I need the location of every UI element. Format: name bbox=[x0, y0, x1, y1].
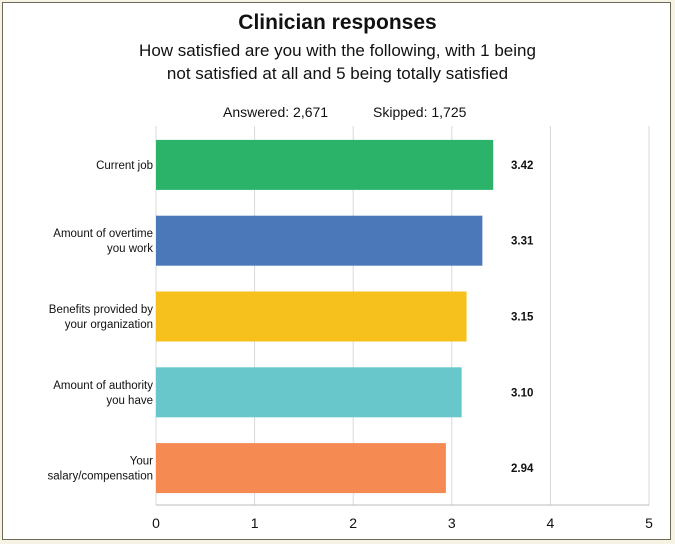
bar-chart: 0 1 2 3 4 5 Current job 3.42 Amount of overtime y… bbox=[48, 126, 653, 531]
bar-1 bbox=[156, 215, 483, 266]
value-label-1: 3.31 bbox=[511, 236, 534, 248]
x-tick-label-0: 0 bbox=[152, 515, 160, 531]
bar-3 bbox=[156, 367, 462, 418]
value-label-2: 3.15 bbox=[511, 312, 534, 324]
category-label-3-0: Amount of authority bbox=[53, 380, 153, 392]
bar-0 bbox=[156, 139, 494, 190]
skipped-count: Skipped: 1,725 bbox=[373, 104, 467, 120]
chart-subtitle-line-2: not satisfied at all and 5 being totally… bbox=[166, 64, 509, 83]
bar-4 bbox=[156, 443, 446, 494]
value-label-3: 3.10 bbox=[511, 387, 533, 399]
x-tick-label-1: 1 bbox=[251, 515, 259, 531]
category-label-3-1: you have bbox=[106, 395, 153, 407]
category-label-2-0: Benefits provided by bbox=[49, 304, 153, 316]
x-tick-label-4: 4 bbox=[547, 515, 555, 531]
x-tick-label-5: 5 bbox=[645, 515, 653, 531]
bar-2 bbox=[156, 291, 467, 342]
chart-subtitle: How satisfied are you with the following… bbox=[43, 39, 632, 85]
x-tick-label-2: 2 bbox=[349, 515, 357, 531]
category-label-1-0: Amount of overtime bbox=[53, 228, 153, 240]
answered-count: Answered: 2,671 bbox=[223, 104, 329, 120]
x-tick-label-3: 3 bbox=[448, 515, 456, 531]
category-label-4-0: Your bbox=[130, 456, 153, 468]
chart-subtitle-line-1: How satisfied are you with the following… bbox=[139, 41, 536, 60]
category-label-4-1: salary/compensation bbox=[48, 471, 153, 483]
category-label-0-0: Current job bbox=[96, 160, 153, 172]
category-label-1-1: you work bbox=[107, 243, 153, 255]
value-label-4: 2.94 bbox=[511, 463, 534, 475]
value-label-0: 3.42 bbox=[511, 160, 533, 172]
category-label-2-1: your organization bbox=[65, 319, 153, 331]
chart-title: Clinician responses bbox=[238, 11, 437, 34]
